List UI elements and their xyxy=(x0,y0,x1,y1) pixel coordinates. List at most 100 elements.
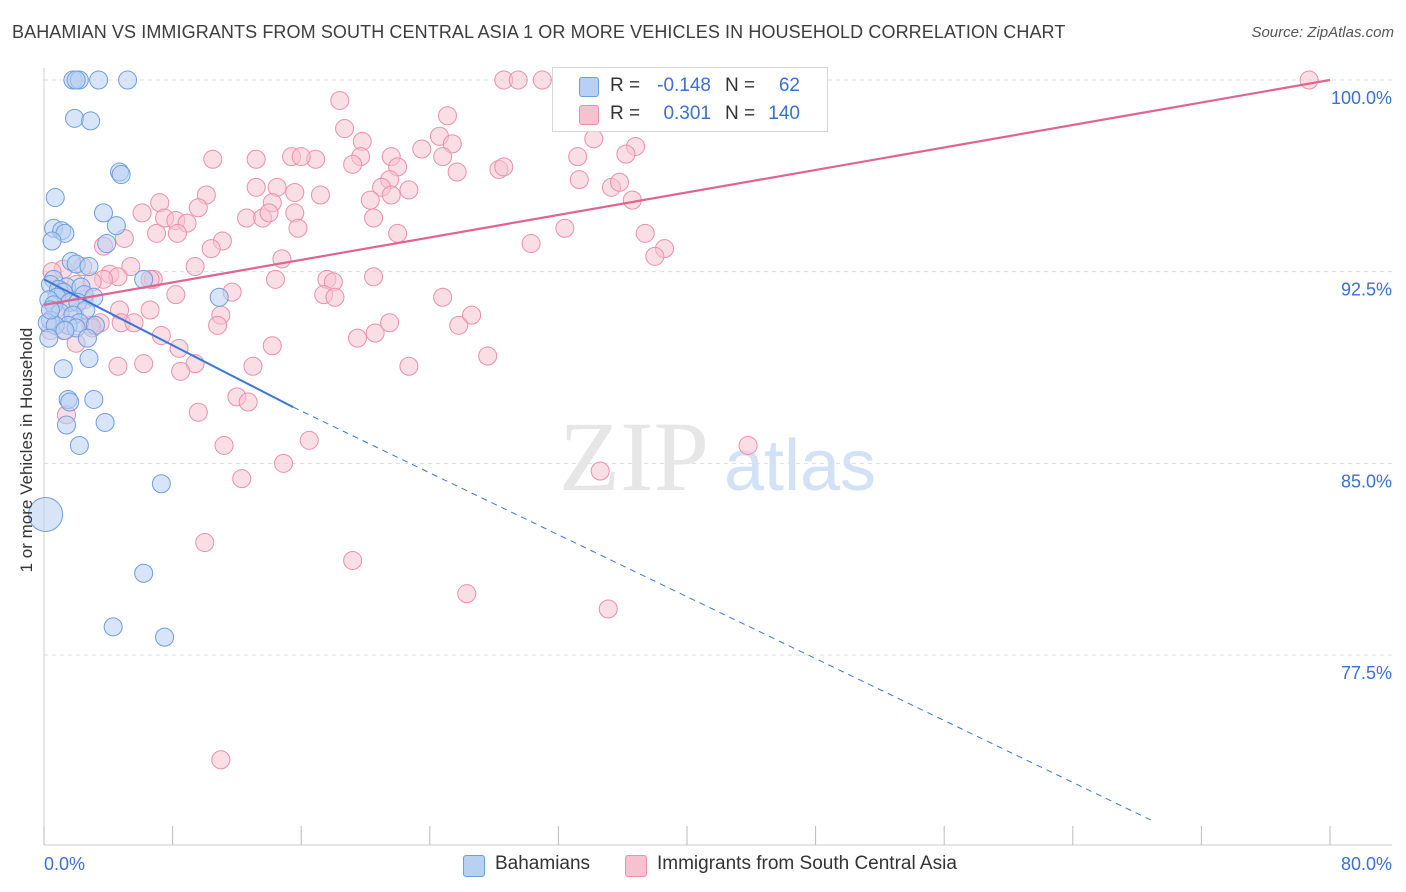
data-point xyxy=(347,328,367,348)
data-point xyxy=(335,119,355,139)
data-point xyxy=(203,149,223,169)
data-point xyxy=(262,336,282,356)
grid-lines xyxy=(44,79,1392,656)
trend-line-pink xyxy=(43,78,1331,306)
correlation-legend: R = -0.148 N = 62 R = 0.301 N = 140 xyxy=(552,67,828,132)
data-point xyxy=(134,354,154,374)
data-point xyxy=(738,435,758,455)
data-point xyxy=(45,188,65,208)
data-point xyxy=(532,70,552,90)
legend-n-value-blue: 62 xyxy=(778,75,800,96)
data-point xyxy=(188,402,208,422)
data-point xyxy=(457,584,477,604)
trend-lines xyxy=(43,78,1331,822)
data-point xyxy=(103,617,123,637)
data-point xyxy=(360,190,380,210)
data-point xyxy=(246,177,266,197)
data-point xyxy=(132,203,152,223)
data-point xyxy=(285,182,305,202)
data-point xyxy=(214,435,234,455)
data-point xyxy=(310,185,330,205)
data-point xyxy=(433,287,453,307)
legend-r-value-blue: -0.148 xyxy=(657,75,711,96)
y-tick-label: 92.5% xyxy=(1341,280,1392,300)
tick-labels: 77.5% 85.0% 92.5% 100.0% 0.0% 80.0% xyxy=(44,88,1392,874)
data-point xyxy=(291,147,311,167)
legend-swatch-blue xyxy=(463,855,485,877)
data-point xyxy=(77,328,97,348)
data-point xyxy=(151,474,171,494)
series-legend: Bahamians Immigrants from South Central … xyxy=(0,852,1406,878)
data-point xyxy=(95,412,115,432)
data-point xyxy=(478,346,498,366)
data-point xyxy=(84,389,104,409)
y-tick-label: 100.0% xyxy=(1331,88,1392,108)
data-point xyxy=(118,70,138,90)
y-tick-label: 77.5% xyxy=(1341,663,1392,683)
data-point xyxy=(238,392,258,412)
data-point xyxy=(569,170,589,190)
legend-swatch-blue xyxy=(579,77,599,97)
data-point xyxy=(55,320,75,340)
data-point xyxy=(590,461,610,481)
data-point xyxy=(598,599,618,619)
data-point xyxy=(42,231,62,251)
data-point xyxy=(93,203,113,223)
watermark-zip: ZIP xyxy=(559,401,709,512)
data-point xyxy=(584,129,604,149)
data-point xyxy=(274,453,294,473)
data-point xyxy=(237,208,257,228)
data-point xyxy=(166,285,186,305)
data-point xyxy=(437,106,457,126)
legend-label-immigrants: Immigrants from South Central Asia xyxy=(657,853,957,874)
axes xyxy=(43,68,1392,846)
data-point xyxy=(97,234,117,254)
data-point xyxy=(381,185,401,205)
data-point xyxy=(171,361,191,381)
legend-row-blue: R = -0.148 N = 62 xyxy=(553,72,827,100)
data-point xyxy=(208,315,228,335)
data-point xyxy=(521,234,541,254)
data-point xyxy=(568,147,588,167)
data-point xyxy=(364,267,384,287)
x-tick-label: 80.0% xyxy=(1341,854,1392,874)
data-point xyxy=(343,154,363,174)
legend-r-label: R = xyxy=(610,103,641,124)
data-point xyxy=(167,223,187,243)
data-point xyxy=(81,111,101,131)
legend-row-pink: R = 0.301 N = 140 xyxy=(553,100,827,128)
data-point xyxy=(79,349,99,369)
data-point xyxy=(66,70,86,90)
legend-n-label: N = xyxy=(725,75,756,96)
data-point xyxy=(121,257,141,277)
legend-r-value-pink: 0.301 xyxy=(663,103,711,124)
data-point xyxy=(412,139,432,159)
trend-line-blue xyxy=(43,278,294,409)
data-point xyxy=(140,300,160,320)
data-point xyxy=(79,257,99,277)
data-point xyxy=(447,162,467,182)
data-point xyxy=(211,750,231,770)
data-point xyxy=(65,108,85,128)
data-point xyxy=(201,239,221,259)
data-point xyxy=(39,328,59,348)
data-point xyxy=(53,359,73,379)
chart-title: BAHAMIAN VS IMMIGRANTS FROM SOUTH CENTRA… xyxy=(12,22,1066,42)
data-point xyxy=(433,147,453,167)
legend-n-value-pink: 140 xyxy=(768,103,800,124)
data-point xyxy=(365,323,385,343)
data-point xyxy=(57,415,77,435)
data-point xyxy=(243,356,263,376)
data-point xyxy=(364,208,384,228)
data-point xyxy=(399,356,419,376)
data-point xyxy=(494,157,514,177)
data-point xyxy=(106,216,126,236)
data-point xyxy=(609,172,629,192)
data-point xyxy=(508,70,528,90)
data-point xyxy=(111,165,131,185)
data-point xyxy=(60,392,80,412)
data-point xyxy=(399,180,419,200)
data-point xyxy=(449,315,469,335)
data-point xyxy=(188,198,208,218)
y-tick-label: 85.0% xyxy=(1341,471,1392,491)
